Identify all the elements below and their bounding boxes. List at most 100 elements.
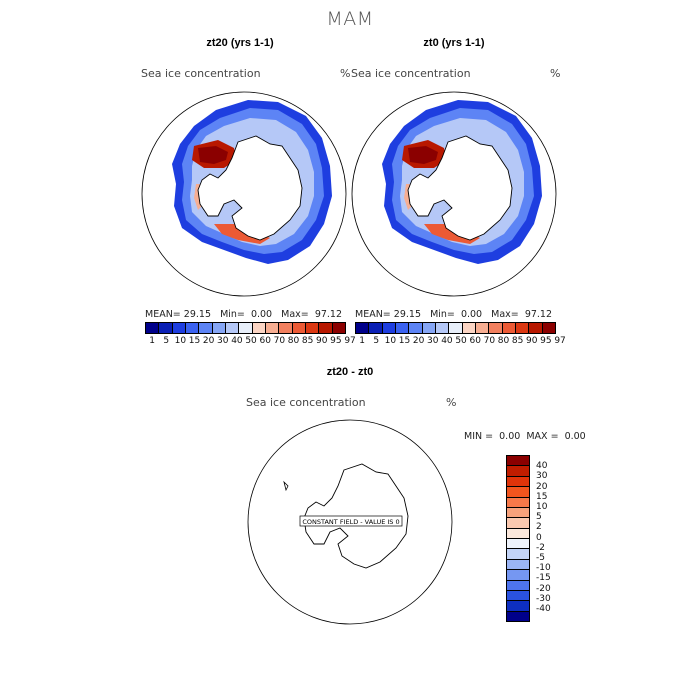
panel-2-colorbar-swatch: [449, 323, 463, 333]
panel-3-min: 0.00: [499, 431, 521, 442]
panel-2-colorbar-tick: 85: [511, 336, 524, 346]
panel-3-colorbar-tick: 15: [536, 491, 548, 502]
panel-2-colorbar-tick: 40: [441, 336, 453, 346]
panel-2-colorbar-swatch: [542, 323, 555, 333]
panel-3-colorbar-swatch: [507, 601, 529, 612]
panel-1-colorbar-tick: 5: [163, 336, 170, 346]
panel-1-colorbar-tick: 97: [344, 336, 356, 346]
panel-3-colorbar-swatch: [507, 549, 529, 560]
panel-2-colorbar-swatch: [489, 323, 503, 333]
panel-2-colorbar-tick: 30: [427, 336, 439, 346]
panel-2-colorbar-swatch: [369, 323, 383, 333]
panel-1-colorbar-swatch: [146, 323, 160, 333]
panel-3-map: CONSTANT FIELD - VALUE IS 0: [247, 419, 453, 625]
panel-1-colorbar-swatch: [239, 323, 253, 333]
panel-1-colorbar-tick: 30: [217, 336, 229, 346]
panel-3-stats: MIN = 0.00 MAX = 0.00: [464, 431, 586, 442]
panel-2-colorbar-tick: 1: [359, 336, 365, 346]
figure-title: MAM: [326, 8, 374, 30]
panel-3-colorbar-tick: -5: [536, 552, 545, 563]
panel-2-colorbar-swatch: [356, 323, 370, 333]
ice-core-weddell: [198, 146, 228, 164]
panel-3-colorbar-tick: 2: [536, 522, 542, 533]
panel-2-mean: 29.15: [393, 309, 421, 320]
panel-3-colorbar-swatch: [507, 528, 529, 539]
panel-1-title: zt20 (yrs 1-1): [206, 37, 274, 49]
panel-2-colorbar-swatch: [382, 323, 396, 333]
panel-2-colorbar-swatch: [475, 323, 490, 333]
panel-1-colorbar-tick: 50: [245, 336, 257, 346]
panel-2-colorbar-swatch: [515, 323, 530, 333]
panel-1-colorbar-tick: 80: [287, 336, 300, 346]
panel-1-unit: %: [340, 67, 351, 80]
constant-field-box: [299, 515, 403, 527]
panel-1-colorbar-tick: 15: [188, 336, 201, 346]
panel-3-colorbar-swatch: [507, 456, 529, 467]
panel-1-colorbar-swatch: [252, 323, 266, 333]
panel-1-max-label: Max=: [281, 309, 309, 320]
panel-2-colorbar-tick: 97: [554, 336, 566, 346]
panel-2-colorbar: [355, 322, 556, 334]
panel-2-colorbar-swatch: [422, 323, 436, 333]
panel-3-colorbar-swatch: [507, 580, 529, 591]
panel-3-colorbar-swatch: [507, 559, 529, 571]
panel-1-colorbar-swatch: [319, 323, 333, 333]
panel-1-mean: 29.15: [183, 309, 211, 320]
panel-3-colorbar-swatch: [507, 570, 529, 581]
panel-1-variable: Sea ice concentration: [141, 67, 261, 80]
panel-2-variable: Sea ice concentration: [351, 67, 471, 80]
panel-1-colorbar-tick: 90: [316, 336, 328, 346]
panel-2-min-label: Min=: [430, 309, 455, 320]
panel-1-map: [141, 91, 347, 297]
panel-2-stats: MEAN= 29.15 Min= 0.00 Max= 97.12: [355, 309, 552, 320]
panel-3-colorbar-tick: 20: [536, 481, 548, 492]
panel-3-variable: Sea ice concentration: [246, 396, 366, 409]
panel-3-colorbar-swatch: [507, 487, 529, 498]
panel-2-title: zt0 (yrs 1-1): [423, 37, 485, 49]
ice-core-weddell: [408, 146, 438, 164]
panel-1-colorbar-swatch: [279, 323, 293, 333]
panel-3-max: 0.00: [564, 431, 586, 442]
panel-3-colorbar-tick: 30: [536, 471, 548, 482]
panel-3-colorbar-swatch: [507, 539, 529, 550]
panel-2-colorbar-tick: 80: [497, 336, 510, 346]
antarctica-landmass: [197, 135, 303, 241]
panel-1-colorbar-tick: 20: [202, 336, 215, 346]
panel-1-colorbar-ticks: 1 5 10 15 20 30 40 50 60 70 80 85 90 95 97: [145, 336, 357, 346]
panel-2-map: [351, 91, 557, 297]
panel-3-min-label: MIN =: [464, 431, 494, 442]
panel-3-colorbar-tick: -2: [536, 542, 545, 553]
panel-2-mean-label: MEAN=: [355, 309, 391, 320]
panel-3-colorbar-swatch: [507, 507, 529, 519]
panel-1-colorbar-swatch: [159, 323, 173, 333]
sub-antarctic-island: [283, 480, 289, 492]
panel-2-colorbar-tick: 70: [483, 336, 496, 346]
panel-1-colorbar-tick: 95: [330, 336, 342, 346]
panel-3-colorbar-ticks: 40 30 20 15 10 5 2 0 -2 -5 -10 -15 -20 -30 -40: [536, 461, 551, 614]
panel-3-colorbar-tick: 5: [536, 512, 542, 523]
panel-2-max: 97.12: [524, 309, 553, 320]
panel-1-max: 97.12: [314, 309, 343, 320]
panel-3-colorbar-tick: -30: [536, 593, 551, 604]
panel-1-colorbar-swatch: [185, 323, 200, 333]
panel-3-colorbar-tick: 0: [536, 532, 542, 543]
panel-3-max-label: MAX =: [526, 431, 559, 442]
constant-field-annotation: CONSTANT FIELD - VALUE IS 0: [302, 518, 399, 526]
panel-2-colorbar-tick: 95: [540, 336, 552, 346]
panel-2-colorbar-tick: 20: [412, 336, 425, 346]
panel-3-colorbar-swatch: [507, 476, 529, 488]
panel-3-colorbar-tick: -20: [536, 583, 551, 594]
panel-3-colorbar-swatch: [507, 590, 529, 602]
panel-3-colorbar: [506, 455, 530, 622]
panel-1-colorbar-tick: 10: [174, 336, 187, 346]
panel-2-colorbar-swatch: [435, 323, 450, 333]
panel-3-colorbar-tick: -10: [536, 563, 551, 574]
panel-1-colorbar-swatch: [265, 323, 280, 333]
panel-2-colorbar-tick: 50: [455, 336, 467, 346]
panel-3-colorbar-swatch: [507, 611, 529, 621]
panel-3-colorbar-tick: -40: [536, 603, 551, 614]
panel-1-colorbar-tick: 85: [301, 336, 314, 346]
panel-2-colorbar-swatch: [502, 323, 516, 333]
panel-1-colorbar-tick: 60: [259, 336, 271, 346]
panel-2-colorbar-swatch: [462, 323, 476, 333]
